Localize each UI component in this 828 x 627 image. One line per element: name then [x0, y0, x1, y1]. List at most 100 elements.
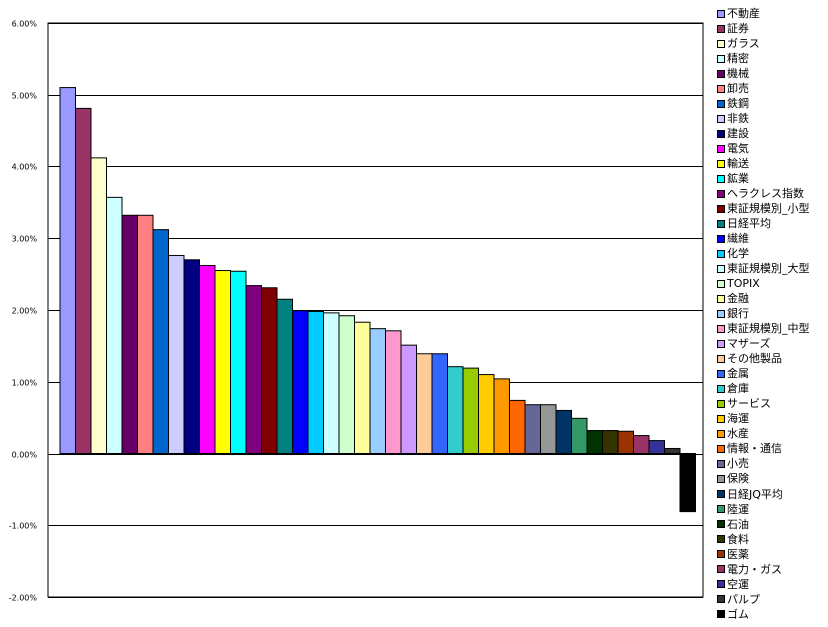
- legend-swatch: [717, 610, 725, 619]
- legend-item: 銀行: [717, 306, 810, 321]
- bar: [152, 229, 169, 454]
- legend-label: ゴム: [727, 607, 749, 621]
- legend-swatch: [717, 9, 725, 18]
- legend-swatch: [717, 39, 725, 48]
- bar: [571, 417, 588, 454]
- legend-label: ヘラクレス指数: [727, 187, 804, 201]
- legend-swatch: [717, 264, 725, 273]
- bar: [416, 353, 433, 454]
- legend-swatch: [717, 144, 725, 153]
- legend-item: 電気: [717, 141, 810, 156]
- legend-label: 銀行: [727, 307, 749, 321]
- legend-item: 証券: [717, 21, 810, 36]
- legend-item: 医薬: [717, 547, 810, 562]
- bar: [648, 440, 665, 454]
- legend-item: ヘラクレス指数: [717, 186, 810, 201]
- legend-item: サービス: [717, 396, 810, 411]
- legend-swatch: [717, 249, 725, 258]
- legend-swatch: [717, 429, 725, 438]
- legend-item: 情報・通信: [717, 441, 810, 456]
- legend-item: 鉄鋼: [717, 96, 810, 111]
- legend-item: マザーズ: [717, 336, 810, 351]
- bar: [75, 107, 92, 454]
- legend-label: 精密: [727, 52, 749, 66]
- bar: [261, 287, 278, 454]
- legend-swatch: [717, 204, 725, 213]
- legend-label: 不動産: [727, 7, 760, 20]
- legend-item: 東証規模別_小型: [717, 201, 810, 216]
- legend-item: 日経平均: [717, 216, 810, 231]
- legend-swatch: [717, 84, 725, 93]
- bar: [245, 285, 262, 455]
- legend-item: 金属: [717, 366, 810, 381]
- legend-item: ゴム: [717, 607, 810, 622]
- legend-item: 非鉄: [717, 111, 810, 126]
- legend-label: 海運: [727, 412, 749, 426]
- legend-item: 機械: [717, 66, 810, 81]
- legend-label: 陸運: [727, 502, 749, 516]
- legend-swatch: [717, 294, 725, 303]
- bar: [199, 265, 216, 455]
- bar: [602, 430, 619, 455]
- legend-label: 医薬: [727, 547, 749, 561]
- bar: [323, 312, 340, 454]
- legend-swatch: [717, 114, 725, 123]
- legend-swatch: [717, 354, 725, 363]
- bar: [338, 315, 355, 454]
- legend-label: パルプ: [727, 592, 760, 606]
- legend-swatch: [717, 565, 725, 574]
- bar: [121, 214, 138, 454]
- legend-item: その他製品: [717, 351, 810, 366]
- legend-item: パルプ: [717, 592, 810, 607]
- legend-label: 食料: [727, 532, 749, 546]
- legend-swatch: [717, 339, 725, 348]
- legend-item: 石油: [717, 517, 810, 532]
- y-tick-label: 0.00%: [12, 451, 38, 460]
- legend-swatch: [717, 490, 725, 498]
- legend-label: 電力・ガス: [727, 562, 782, 576]
- legend-label: 東証規模別_中型: [727, 322, 810, 336]
- legend-item: 金融: [717, 291, 810, 306]
- legend-item: 不動産: [717, 6, 810, 21]
- y-tick-label: 4.00%: [12, 163, 38, 172]
- bar: [540, 404, 557, 454]
- y-tick-label: -2.00%: [9, 594, 38, 603]
- y-tick-label: 1.00%: [12, 379, 38, 388]
- legend-swatch: [717, 535, 725, 544]
- legend-swatch: [717, 384, 725, 393]
- bar: [400, 344, 417, 454]
- legend-item: 繊維: [717, 231, 810, 246]
- legend-item: TOPIX: [717, 276, 810, 291]
- legend-swatch: [717, 505, 725, 514]
- legend-item: 海運: [717, 411, 810, 426]
- legend-item: 輸送: [717, 156, 810, 171]
- legend-label: 金属: [727, 367, 749, 381]
- bar: [354, 321, 371, 455]
- bar: [447, 366, 464, 454]
- bar: [59, 87, 76, 454]
- bar: [617, 430, 634, 455]
- legend-item: 水産: [717, 426, 810, 441]
- legend-label: 卸売: [727, 82, 749, 96]
- legend-label: サービス: [727, 397, 771, 411]
- legend-label: 機械: [727, 67, 749, 81]
- legend-label: 化学: [727, 247, 749, 261]
- bar: [431, 353, 448, 454]
- legend-label: 金融: [727, 292, 749, 306]
- legend-label: 繊維: [727, 232, 749, 246]
- legend-label: 倉庫: [727, 382, 749, 396]
- legend-label: 東証規模別_大型: [727, 262, 810, 276]
- bar: [385, 330, 402, 454]
- bar: [679, 453, 696, 513]
- legend-item: 鉱業: [717, 171, 810, 186]
- y-tick-label: 2.00%: [12, 307, 38, 316]
- legend-item: 食料: [717, 532, 810, 547]
- legend-label: 水産: [727, 427, 749, 441]
- legend-swatch: [717, 279, 725, 288]
- legend-swatch: [717, 369, 725, 378]
- legend-label: ガラス: [727, 37, 760, 51]
- bar: [230, 270, 247, 454]
- legend-swatch: [717, 99, 725, 108]
- legend-swatch: [717, 459, 725, 468]
